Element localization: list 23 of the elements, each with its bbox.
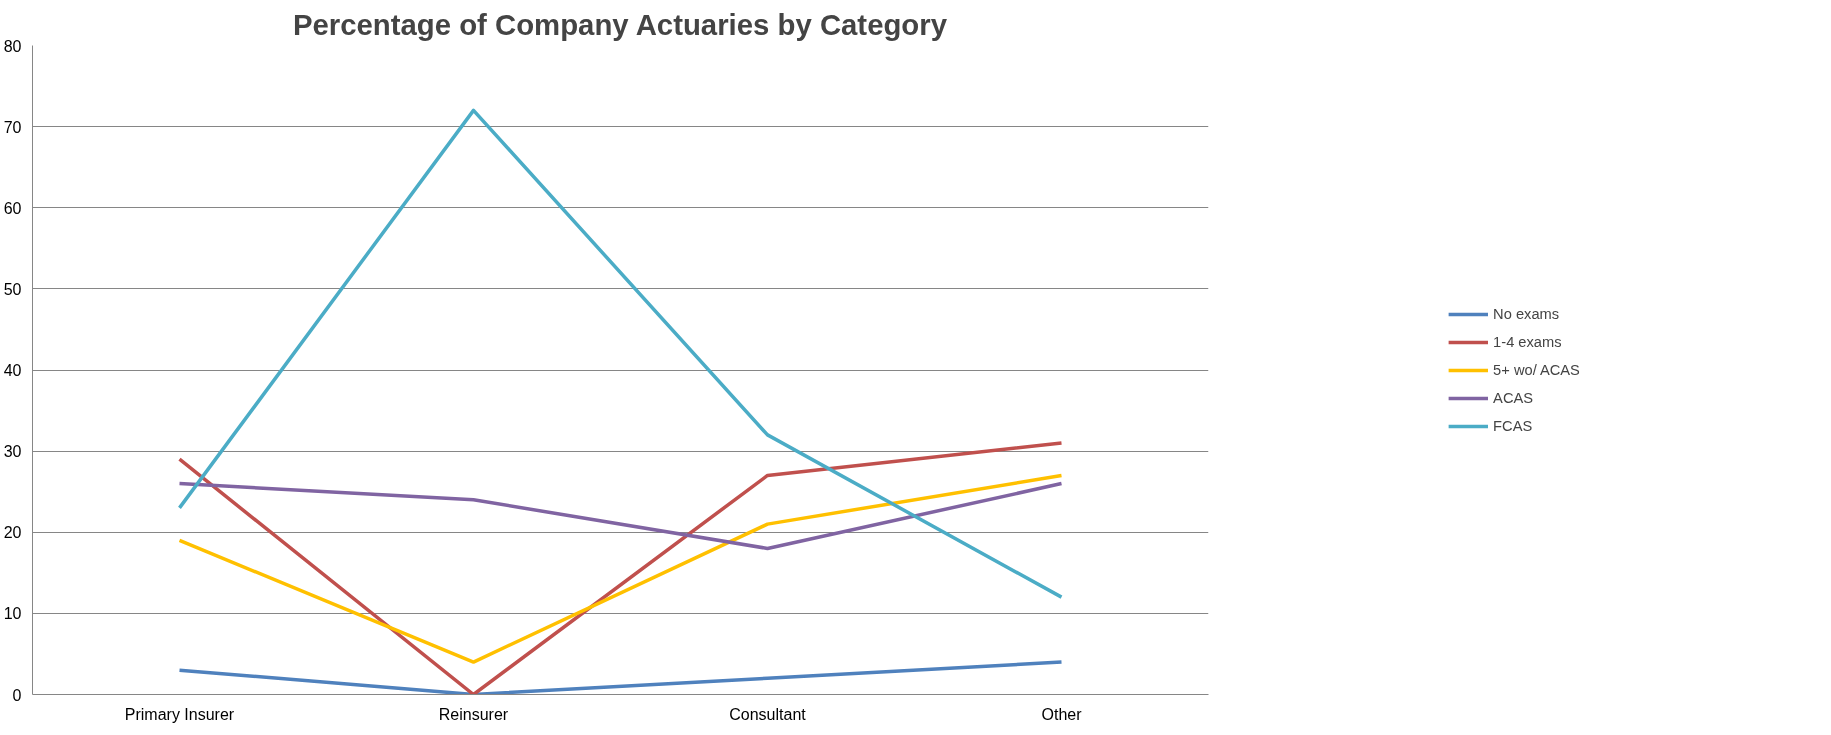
y-tick-label: 70 xyxy=(3,118,22,136)
legend-label: No exams xyxy=(1493,305,1560,322)
y-tick-label: 80 xyxy=(3,37,22,55)
line-series xyxy=(177,441,1064,695)
y-tick-label: 0 xyxy=(12,686,22,704)
line-series xyxy=(177,473,1064,664)
legend-label: 5+ wo/ ACAS xyxy=(1493,361,1580,378)
line-series xyxy=(177,660,1064,695)
y-tick-label: 40 xyxy=(3,362,22,379)
y-tick-label: 30 xyxy=(3,443,22,461)
x-tick-label: Primary Insurer xyxy=(124,705,235,723)
chart-title: Percentage of Company Actuaries by Category xyxy=(292,7,948,41)
y-tick-label: 60 xyxy=(3,199,22,217)
y-tick-label: 50 xyxy=(3,280,22,298)
x-tick-label: Reinsurer xyxy=(438,705,509,723)
x-tick-label: Other xyxy=(1041,705,1083,723)
legend-label: ACAS xyxy=(1493,389,1534,406)
y-tick-label: 10 xyxy=(3,605,22,623)
legend-label: FCAS xyxy=(1493,417,1533,434)
x-tick-label: Consultant xyxy=(729,705,807,723)
legend-label: 1-4 exams xyxy=(1493,333,1562,350)
y-tick-label: 20 xyxy=(3,524,22,542)
line-series xyxy=(177,108,1064,599)
